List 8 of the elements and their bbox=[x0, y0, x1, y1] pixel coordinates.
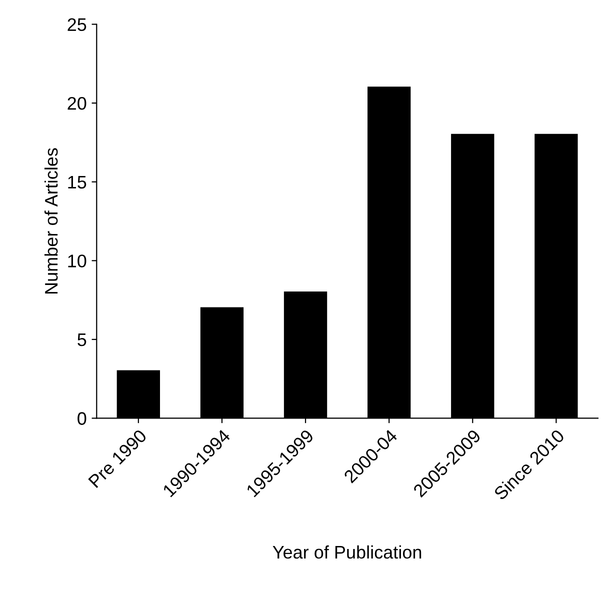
y-tick-label: 5 bbox=[78, 334, 86, 346]
y-tick-label: 10 bbox=[68, 254, 86, 268]
y-axis-title: Number of Articles bbox=[44, 148, 58, 294]
y-tick-label: 0 bbox=[78, 412, 86, 425]
y-tick-label: 15 bbox=[68, 176, 86, 189]
y-tick-label: 20 bbox=[68, 97, 86, 110]
y-tick-label: 25 bbox=[68, 18, 86, 31]
x-axis-title: Year of Publication bbox=[272, 545, 422, 559]
